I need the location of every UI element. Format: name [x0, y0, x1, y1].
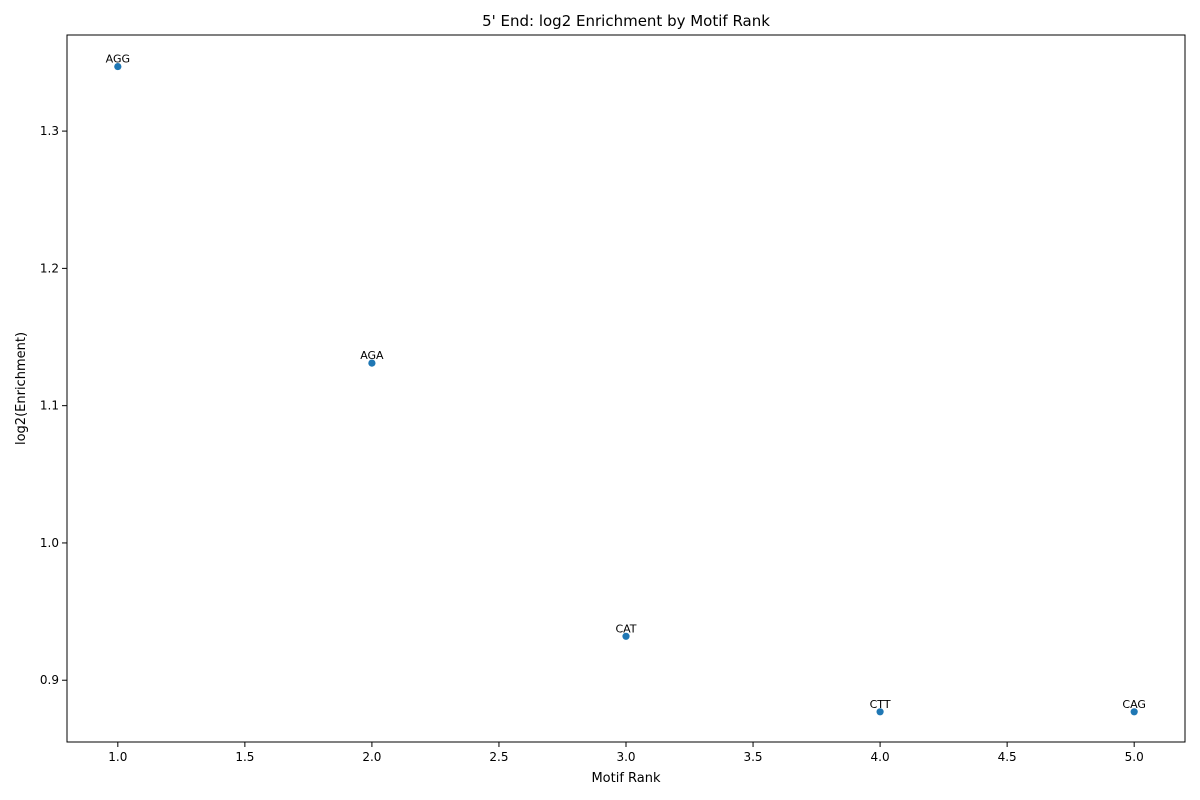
point-label: CTT	[870, 698, 891, 711]
y-tick-label: 0.9	[40, 673, 59, 687]
x-tick-label: 2.5	[489, 750, 508, 764]
x-tick-label: 4.5	[998, 750, 1017, 764]
y-tick-label: 1.3	[40, 124, 59, 138]
y-tick-label: 1.2	[40, 261, 59, 275]
x-tick-label: 1.5	[235, 750, 254, 764]
x-axis-label: Motif Rank	[591, 771, 661, 786]
x-tick-label: 1.0	[108, 750, 127, 764]
y-tick-label: 1.0	[40, 536, 59, 550]
x-axis: 1.0 1.5 2.0 2.5 3.0 3.5 4.0 4.5 5.0	[108, 742, 1144, 764]
data-point	[622, 632, 630, 640]
x-tick-label: 3.5	[743, 750, 762, 764]
point-label: AGA	[360, 349, 384, 362]
point-label: CAG	[1122, 698, 1146, 711]
data-point	[114, 62, 122, 71]
data-point	[1130, 708, 1138, 716]
point-label: AGG	[106, 53, 130, 66]
chart-title: 5' End: log2 Enrichment by Motif Rank	[482, 12, 770, 30]
data-point	[368, 359, 376, 367]
x-tick-label: 2.0	[362, 750, 381, 764]
x-tick-label: 3.0	[616, 750, 635, 764]
y-axis: 0.9 1.0 1.1 1.2 1.3	[40, 124, 67, 687]
point-label: CAT	[615, 622, 636, 635]
y-axis-label: log2(Enrichment)	[14, 332, 29, 445]
x-tick-label: 4.0	[871, 750, 890, 764]
x-tick-label: 5.0	[1125, 750, 1144, 764]
data-points: AGG AGA CAT CTT CAG	[106, 53, 1146, 716]
y-tick-label: 1.1	[40, 399, 59, 413]
data-point	[876, 708, 884, 716]
plot-frame	[66, 34, 1186, 743]
